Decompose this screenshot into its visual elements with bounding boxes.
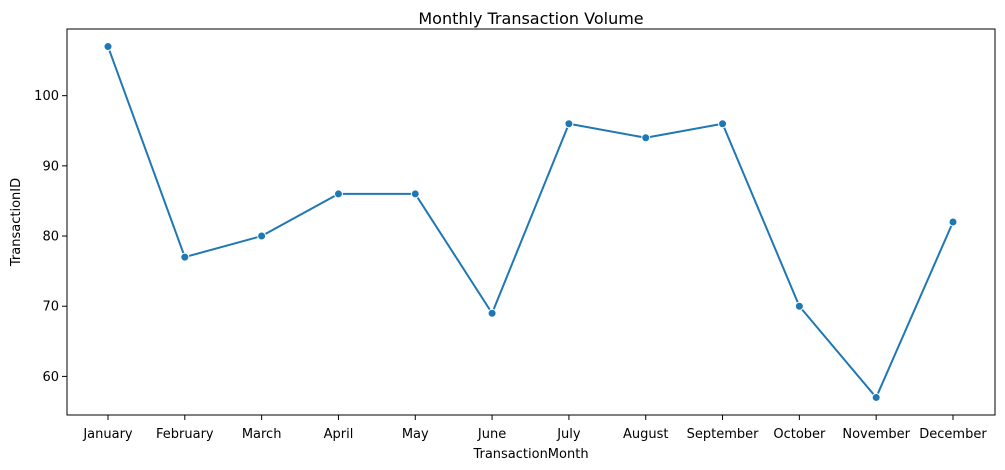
x-tick-label: January — [82, 427, 133, 442]
x-tick-label: April — [324, 427, 354, 442]
x-tick-label: December — [919, 427, 987, 442]
x-tick-label: September — [687, 427, 760, 442]
data-point — [794, 301, 804, 311]
y-tick-label: 60 — [42, 370, 59, 385]
x-tick-label: March — [242, 427, 282, 442]
plot-area: 60 70 80 90 100 January February March April May… — [34, 28, 996, 442]
data-point — [641, 133, 651, 143]
y-tick-label: 100 — [34, 89, 59, 104]
x-tick-label: July — [556, 427, 581, 442]
x-axis: January February March April May June July Augu… — [82, 415, 987, 442]
x-tick-label: May — [402, 427, 429, 442]
series-line — [107, 45, 954, 399]
data-point — [410, 189, 420, 199]
data-point — [257, 231, 267, 241]
data-point — [718, 119, 728, 129]
y-tick-label: 70 — [42, 300, 59, 315]
x-axis-label: TransactionMonth — [472, 447, 588, 462]
plot-frame — [66, 28, 996, 416]
x-tick-label: August — [623, 427, 669, 442]
data-point — [564, 119, 574, 129]
data-point — [103, 42, 113, 52]
x-tick-label: February — [156, 427, 214, 442]
x-tick-label: October — [773, 427, 826, 442]
data-point — [948, 217, 958, 227]
y-axis-label: TransactionID — [9, 178, 24, 267]
chart-title: Monthly Transaction Volume — [418, 9, 643, 28]
x-tick-label: November — [842, 427, 910, 442]
y-tick-label: 80 — [42, 230, 59, 245]
data-point — [871, 392, 881, 402]
data-point — [333, 189, 343, 199]
y-axis: 60 70 80 90 100 — [34, 89, 67, 385]
series-group — [103, 42, 958, 402]
y-tick-label: 90 — [42, 159, 59, 174]
x-tick-label: June — [477, 427, 506, 442]
data-point — [180, 252, 190, 262]
data-point — [487, 308, 497, 318]
